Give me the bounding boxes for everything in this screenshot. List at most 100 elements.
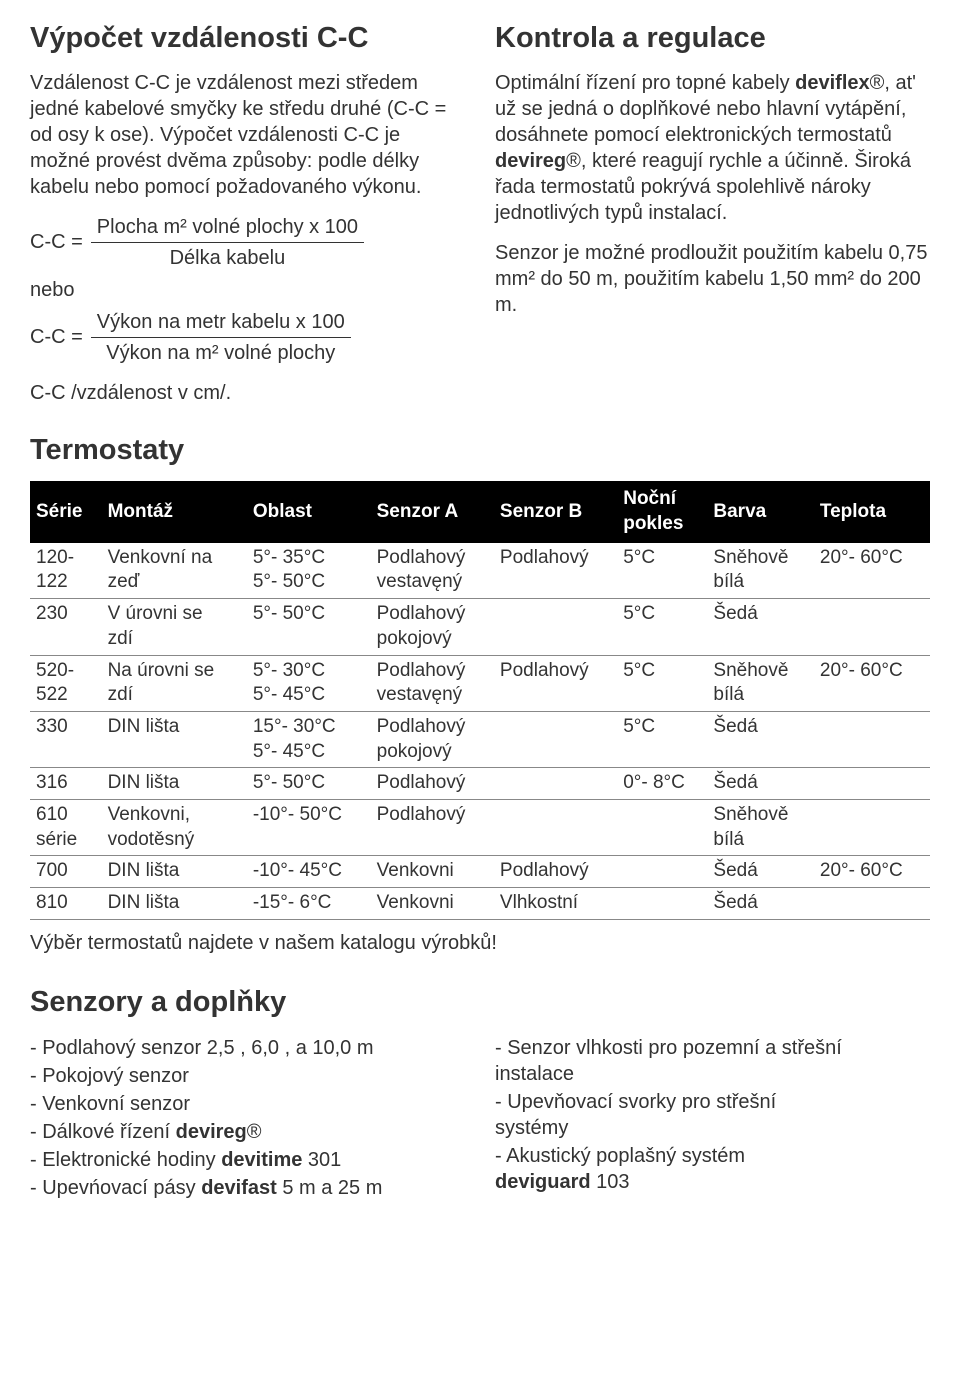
heading-control: Kontrola a regulace xyxy=(495,20,930,58)
heading-sensors: Senzory a doplňky xyxy=(30,984,930,1022)
table-header: Oblast xyxy=(247,481,371,542)
table-cell: Venkovni xyxy=(371,856,494,888)
table-cell: Podlahový xyxy=(371,799,494,855)
table-cell: 5°C xyxy=(617,543,707,599)
table-cell: Šedá xyxy=(707,768,814,800)
list-item: - Pokojový senzor xyxy=(30,1063,465,1089)
table-row: 316DIN lišta5°- 50°CPodlahový0°- 8°CŠedá xyxy=(30,768,930,800)
table-cell: 20°- 60°C xyxy=(814,543,930,599)
table-cell xyxy=(494,599,617,655)
table-cell: Podlahový vestavęný xyxy=(371,543,494,599)
table-cell: 120- 122 xyxy=(30,543,102,599)
table-header: Teplota xyxy=(814,481,930,542)
table-cell xyxy=(814,599,930,655)
table-cell: Podlahový xyxy=(371,768,494,800)
table-cell: 5°- 50°C xyxy=(247,768,371,800)
table-cell: 20°- 60°C xyxy=(814,856,930,888)
table-cell: Šedá xyxy=(707,888,814,920)
table-row: 330DIN lišta15°- 30°C 5°- 45°CPodlahový … xyxy=(30,711,930,767)
thermostats-section: Termostaty SérieMontážOblastSenzor ASenz… xyxy=(30,432,930,956)
table-cell: 5°C xyxy=(617,711,707,767)
table-cell: 5°- 50°C xyxy=(247,599,371,655)
formula1-numerator: Plocha m² volné plochy x 100 xyxy=(91,214,364,243)
table-cell: Podlahový pokojový xyxy=(371,711,494,767)
table-cell: 520- 522 xyxy=(30,655,102,711)
top-two-columns: Výpočet vzdálenosti C-C Vzdálenost C-C j… xyxy=(30,20,930,406)
table-cell xyxy=(814,888,930,920)
table-row: 230V úrovni se zdí5°- 50°CPodlahový poko… xyxy=(30,599,930,655)
table-cell: Sněhově bílá xyxy=(707,655,814,711)
table-cell: DIN lišta xyxy=(102,888,247,920)
cc-label-2: C-C = xyxy=(30,324,83,350)
sensors-right-list: - Senzor vlhkosti pro pozemní a střešní … xyxy=(495,1033,930,1203)
table-cell: 610 série xyxy=(30,799,102,855)
deviflex-bold: deviflex xyxy=(795,72,869,94)
sensors-section: Senzory a doplňky - Podlahový senzor 2,5… xyxy=(30,984,930,1204)
table-cell: Podlahový xyxy=(494,655,617,711)
table-cell: Podlahový vestavęný xyxy=(371,655,494,711)
heading-thermostats: Termostaty xyxy=(30,432,930,470)
table-cell: Sněhově bílá xyxy=(707,543,814,599)
list-item: - Upevńovací pásy devifast 5 m a 25 m xyxy=(30,1175,465,1201)
table-cell xyxy=(814,768,930,800)
p1a: Optimální řízení pro topné kabely xyxy=(495,72,795,94)
table-cell: -15°- 6°C xyxy=(247,888,371,920)
table-cell xyxy=(494,768,617,800)
table-cell: Podlahový xyxy=(494,856,617,888)
table-row: 120- 122Venkovní na zeď5°- 35°C 5°- 50°C… xyxy=(30,543,930,599)
list-item: - Venkovní senzor xyxy=(30,1091,465,1117)
table-cell: V úrovni se zdí xyxy=(102,599,247,655)
table-row: 520- 522Na úrovni se zdí5°- 30°C 5°- 45°… xyxy=(30,655,930,711)
table-header: Senzor A xyxy=(371,481,494,542)
sensors-left-list: - Podlahový senzor 2,5 , 6,0 , a 10,0 m-… xyxy=(30,1033,465,1203)
table-cell xyxy=(617,888,707,920)
list-item: - Dálkové řízení devireg® xyxy=(30,1119,465,1145)
fraction-1: Plocha m² volné plochy x 100 Délka kabel… xyxy=(91,214,364,271)
table-cell xyxy=(494,799,617,855)
table-cell: 15°- 30°C 5°- 45°C xyxy=(247,711,371,767)
table-cell: Venkovni xyxy=(371,888,494,920)
list-item: - Elektronické hodiny devitime 301 xyxy=(30,1147,465,1173)
table-cell: 5°- 35°C 5°- 50°C xyxy=(247,543,371,599)
cc-label-1: C-C = xyxy=(30,229,83,255)
table-row: 610 sérieVenkovni, vodotěsný-10°- 50°CPo… xyxy=(30,799,930,855)
cc-unit-note: C-C /vzdálenost v cm/. xyxy=(30,380,465,406)
control-paragraph-1: Optimální řízení pro topné kabely devifl… xyxy=(495,70,930,226)
thermostats-body: 120- 122Venkovní na zeď5°- 35°C 5°- 50°C… xyxy=(30,543,930,919)
control-paragraph-2: Senzor je možné prodloužit použitím kabe… xyxy=(495,240,930,318)
table-cell: DIN lišta xyxy=(102,768,247,800)
table-cell: 20°- 60°C xyxy=(814,655,930,711)
list-item: - Podlahový senzor 2,5 , 6,0 , a 10,0 m xyxy=(30,1035,465,1061)
table-header: Montáž xyxy=(102,481,247,542)
table-cell: DIN lišta xyxy=(102,711,247,767)
table-cell: -10°- 50°C xyxy=(247,799,371,855)
formula2-denominator: Výkon na m² volné plochy xyxy=(91,338,351,366)
table-cell: 700 xyxy=(30,856,102,888)
table-cell: Podlahový pokojový xyxy=(371,599,494,655)
table-cell xyxy=(617,799,707,855)
nebo-text: nebo xyxy=(30,277,465,303)
devireg-bold: devireg xyxy=(495,150,566,172)
table-cell: Na úrovni se zdí xyxy=(102,655,247,711)
table-cell: Sněhově bílá xyxy=(707,799,814,855)
table-cell: 810 xyxy=(30,888,102,920)
table-cell: Vlhkostní xyxy=(494,888,617,920)
formula-1: C-C = Plocha m² volné plochy x 100 Délka… xyxy=(30,214,465,271)
table-cell xyxy=(814,799,930,855)
formula-block: C-C = Plocha m² volné plochy x 100 Délka… xyxy=(30,214,465,366)
table-row: 700DIN lišta-10°- 45°CVenkovniPodlahovýŠ… xyxy=(30,856,930,888)
table-cell xyxy=(494,711,617,767)
table-header: Senzor B xyxy=(494,481,617,542)
formula1-denominator: Délka kabelu xyxy=(91,243,364,271)
formula-2: C-C = Výkon na metr kabelu x 100 Výkon n… xyxy=(30,309,465,366)
table-cell: 330 xyxy=(30,711,102,767)
table-header: Série xyxy=(30,481,102,542)
thermostats-header-row: SérieMontážOblastSenzor ASenzor BNočnípo… xyxy=(30,481,930,542)
table-cell xyxy=(617,856,707,888)
fraction-2: Výkon na metr kabelu x 100 Výkon na m² v… xyxy=(91,309,351,366)
cc-paragraph: Vzdálenost C-C je vzdálenost mezi střede… xyxy=(30,70,465,200)
formula2-numerator: Výkon na metr kabelu x 100 xyxy=(91,309,351,338)
table-cell: 5°C xyxy=(617,599,707,655)
table-cell: 5°C xyxy=(617,655,707,711)
table-cell: 5°- 30°C 5°- 45°C xyxy=(247,655,371,711)
